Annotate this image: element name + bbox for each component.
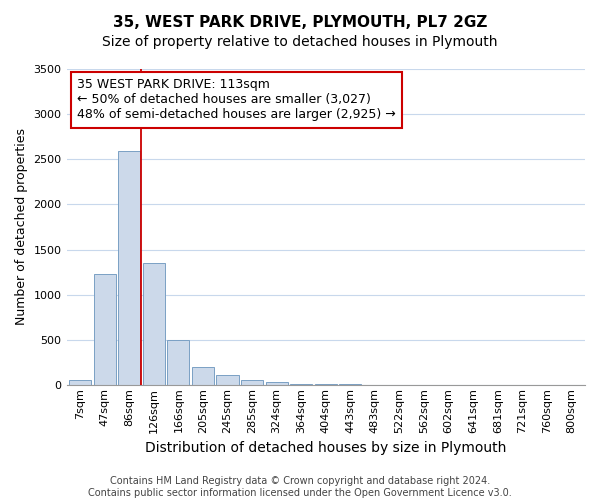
Bar <box>167 340 190 385</box>
Y-axis label: Number of detached properties: Number of detached properties <box>15 128 28 326</box>
Bar <box>118 151 140 385</box>
Bar <box>217 375 239 385</box>
Text: 35 WEST PARK DRIVE: 113sqm
← 50% of detached houses are smaller (3,027)
48% of s: 35 WEST PARK DRIVE: 113sqm ← 50% of deta… <box>77 78 395 122</box>
Bar <box>69 380 91 385</box>
Bar <box>315 384 337 385</box>
Bar <box>192 367 214 385</box>
Text: 35, WEST PARK DRIVE, PLYMOUTH, PL7 2GZ: 35, WEST PARK DRIVE, PLYMOUTH, PL7 2GZ <box>113 15 487 30</box>
X-axis label: Distribution of detached houses by size in Plymouth: Distribution of detached houses by size … <box>145 441 506 455</box>
Text: Contains HM Land Registry data © Crown copyright and database right 2024.
Contai: Contains HM Land Registry data © Crown c… <box>88 476 512 498</box>
Bar <box>241 380 263 385</box>
Text: Size of property relative to detached houses in Plymouth: Size of property relative to detached ho… <box>102 35 498 49</box>
Bar <box>143 263 165 385</box>
Bar <box>266 382 287 385</box>
Bar <box>290 384 312 385</box>
Bar <box>94 274 116 385</box>
